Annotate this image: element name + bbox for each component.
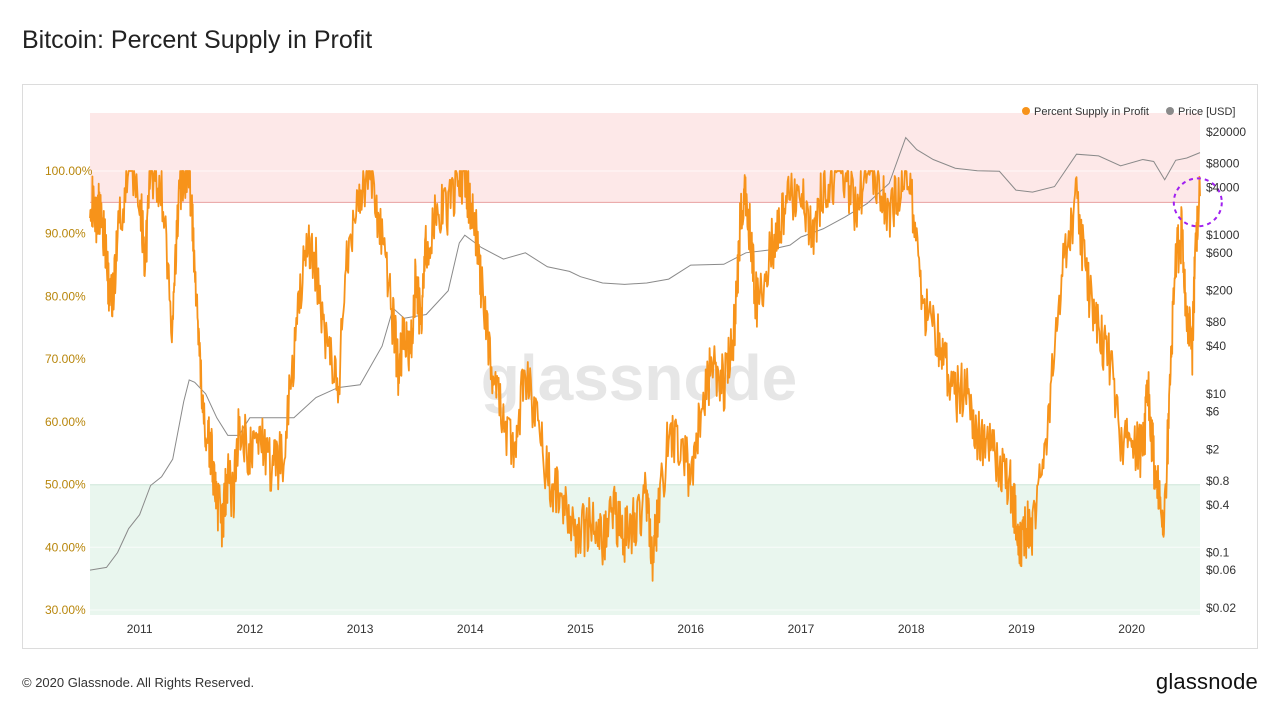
left-axis-tick-label: 90.00% xyxy=(45,227,86,241)
page-title: Bitcoin: Percent Supply in Profit xyxy=(22,26,373,54)
right-axis-tick-label: $6 xyxy=(1206,404,1220,418)
left-axis-tick-label: 100.00% xyxy=(45,164,93,178)
x-axis-tick-label: 2013 xyxy=(347,622,374,636)
right-axis-tick-label: $0.4 xyxy=(1206,498,1230,512)
left-axis-tick-label: 60.00% xyxy=(45,415,86,429)
left-axis-tick-label: 70.00% xyxy=(45,352,86,366)
right-axis-tick-label: $200 xyxy=(1206,284,1233,298)
right-axis-tick-label: $0.8 xyxy=(1206,474,1230,488)
right-axis-tick-label: $0.06 xyxy=(1206,563,1236,577)
right-axis-tick-label: $0.02 xyxy=(1206,601,1236,615)
chart-svg: glassnode 100.00%90.00%80.00%70.00%60.00… xyxy=(45,106,1246,636)
left-axis: 100.00% 90.00% 80.00% 70.00% 60.00% 50.00% 40.… xyxy=(45,164,93,617)
left-axis-tick-label: 40.00% xyxy=(45,540,86,554)
right-axis-tick-label: $0.1 xyxy=(1206,546,1230,560)
price-layer xyxy=(89,136,1201,571)
legend-price-label[interactable]: Price [USD] xyxy=(1178,106,1235,118)
band-high xyxy=(90,113,1200,203)
right-axis-tick-label: $4000 xyxy=(1206,180,1240,194)
right-axis-tick-label: $20000 xyxy=(1206,125,1246,139)
x-axis-tick-label: 2017 xyxy=(788,622,815,636)
right-axis-tick-label: $2 xyxy=(1206,442,1220,456)
series-percent-supply-in-profit-line xyxy=(89,170,1201,582)
profit-layer xyxy=(89,170,1201,582)
x-axis-tick-label: 2012 xyxy=(236,622,263,636)
right-axis-tick-label: $600 xyxy=(1206,246,1233,260)
legend: Percent Supply in Profit Price [USD] xyxy=(1022,106,1235,118)
legend-profit-label[interactable]: Percent Supply in Profit xyxy=(1034,106,1149,118)
legend-price-swatch xyxy=(1166,107,1174,115)
left-axis-tick-label: 80.00% xyxy=(45,289,86,303)
x-axis-tick-label: 2015 xyxy=(567,622,594,636)
right-axis-tick-label: $10 xyxy=(1206,387,1226,401)
footer-brand-logo: glassnode xyxy=(1155,669,1258,694)
right-axis: $20000 $8000 $4000 $1000 $600 $200 $80 $40 $10 $6… xyxy=(1206,125,1246,615)
footer-copyright: © 2020 Glassnode. All Rights Reserved. xyxy=(22,675,255,690)
right-axis-tick-label: $1000 xyxy=(1206,228,1240,242)
series-price-line xyxy=(89,136,1201,571)
annotation-layer xyxy=(1172,177,1223,228)
highlight-circle xyxy=(1172,177,1223,228)
x-axis-tick-label: 2011 xyxy=(127,622,153,636)
x-axis-tick-label: 2016 xyxy=(677,622,704,636)
legend-profit-swatch xyxy=(1022,107,1030,115)
right-axis-tick-label: $40 xyxy=(1206,339,1226,353)
left-axis-tick-label: 30.00% xyxy=(45,603,86,617)
left-axis-tick-label: 50.00% xyxy=(45,478,86,492)
x-axis: 2011 2012 2013 2014 2015 2016 2017 2018 2019 2020 xyxy=(127,622,1146,636)
x-axis-tick-label: 2014 xyxy=(457,622,484,636)
x-axis-tick-label: 2019 xyxy=(1008,622,1035,636)
x-axis-tick-label: 2020 xyxy=(1118,622,1145,636)
right-axis-tick-label: $8000 xyxy=(1206,157,1240,171)
chart-frame: glassnode 100.00% 90.00% 80.00% 70.00% 60.00… xyxy=(22,84,1258,649)
right-axis-tick-label: $80 xyxy=(1206,315,1226,329)
x-axis-tick-label: 2018 xyxy=(898,622,925,636)
